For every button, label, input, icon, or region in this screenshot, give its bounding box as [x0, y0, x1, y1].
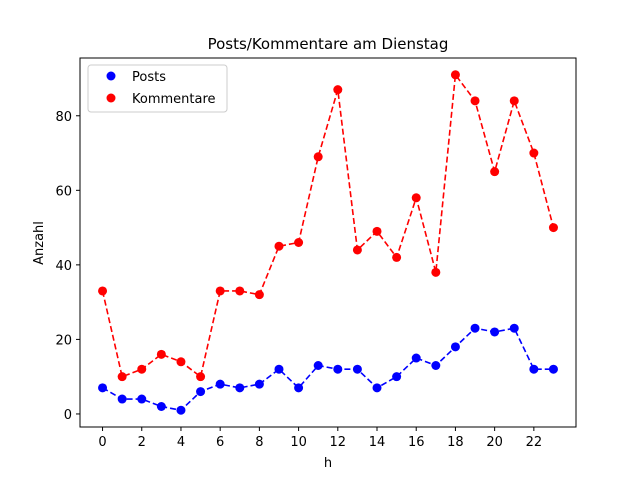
data-point [313, 152, 323, 162]
data-point [274, 241, 284, 251]
data-point [137, 364, 147, 374]
x-tick-label: 18 [447, 435, 464, 450]
data-point [196, 387, 206, 397]
series-layer [98, 70, 558, 415]
data-point [235, 383, 245, 393]
data-point [490, 167, 500, 177]
data-point [490, 327, 500, 337]
plot-area [79, 57, 577, 428]
series-kommentare [98, 70, 558, 382]
data-point [98, 286, 108, 296]
data-point [254, 379, 264, 389]
data-point [411, 353, 421, 363]
x-tick-label: 16 [408, 435, 425, 450]
data-point [392, 252, 402, 262]
data-point [176, 357, 186, 367]
plot-frame [79, 57, 577, 428]
y-tick-label: 60 [55, 184, 72, 199]
legend-marker [106, 71, 116, 81]
y-axis-ticks: 0 20 40 60 80 [55, 110, 80, 423]
data-point [294, 383, 304, 393]
data-point [352, 364, 362, 374]
x-tick-label: 2 [138, 435, 146, 450]
data-point [411, 193, 421, 203]
data-point [117, 372, 127, 382]
data-point [470, 96, 480, 106]
chart-title: Posts/Kommentare am Dienstag [208, 35, 449, 53]
data-point [470, 323, 480, 333]
series-line [102, 327, 554, 412]
data-point [137, 394, 147, 404]
data-point [509, 323, 519, 333]
y-tick-label: 0 [64, 408, 72, 423]
data-point [313, 361, 323, 370]
data-point [333, 85, 343, 95]
data-point [548, 223, 558, 233]
x-axis-ticks: 0 2 4 6 8 10 12 14 16 18 20 22 [98, 427, 542, 450]
data-point [372, 383, 382, 393]
x-tick-label: 8 [255, 435, 263, 450]
x-axis-label: h [324, 456, 332, 471]
data-point [431, 267, 441, 277]
x-tick-label: 14 [369, 435, 386, 450]
data-point [215, 286, 225, 296]
x-tick-label: 0 [98, 435, 106, 450]
series-posts [98, 323, 558, 415]
legend: Posts Kommentare [87, 64, 228, 113]
data-point [176, 405, 186, 415]
data-point [372, 226, 382, 236]
data-point [529, 148, 539, 158]
x-tick-label: 4 [177, 435, 185, 450]
legend-label: Kommentare [132, 92, 216, 107]
data-point [431, 361, 441, 370]
data-point [156, 402, 166, 411]
data-point [235, 286, 245, 296]
x-tick-label: 22 [526, 435, 543, 450]
data-point [294, 238, 304, 247]
x-tick-label: 20 [486, 435, 503, 450]
data-point [450, 70, 460, 80]
y-tick-label: 80 [55, 110, 72, 125]
x-tick-label: 10 [290, 435, 307, 450]
legend-frame [87, 64, 228, 113]
y-axis-label: Anzahl [32, 221, 47, 265]
data-point [117, 394, 127, 404]
data-point [529, 364, 539, 374]
legend-marker [106, 93, 116, 103]
data-point [333, 364, 343, 374]
y-tick-label: 40 [55, 259, 72, 274]
x-tick-label: 6 [216, 435, 224, 450]
data-point [254, 290, 264, 300]
legend-label: Posts [132, 70, 166, 85]
data-point [548, 364, 558, 374]
data-point [215, 379, 225, 389]
data-point [196, 372, 206, 382]
data-point [274, 364, 284, 374]
y-tick-label: 20 [55, 333, 72, 348]
data-point [392, 372, 402, 382]
data-point [509, 96, 519, 106]
data-point [98, 383, 108, 393]
data-point [352, 245, 362, 255]
data-point [450, 342, 460, 352]
x-tick-label: 12 [330, 435, 347, 450]
data-point [156, 349, 166, 359]
